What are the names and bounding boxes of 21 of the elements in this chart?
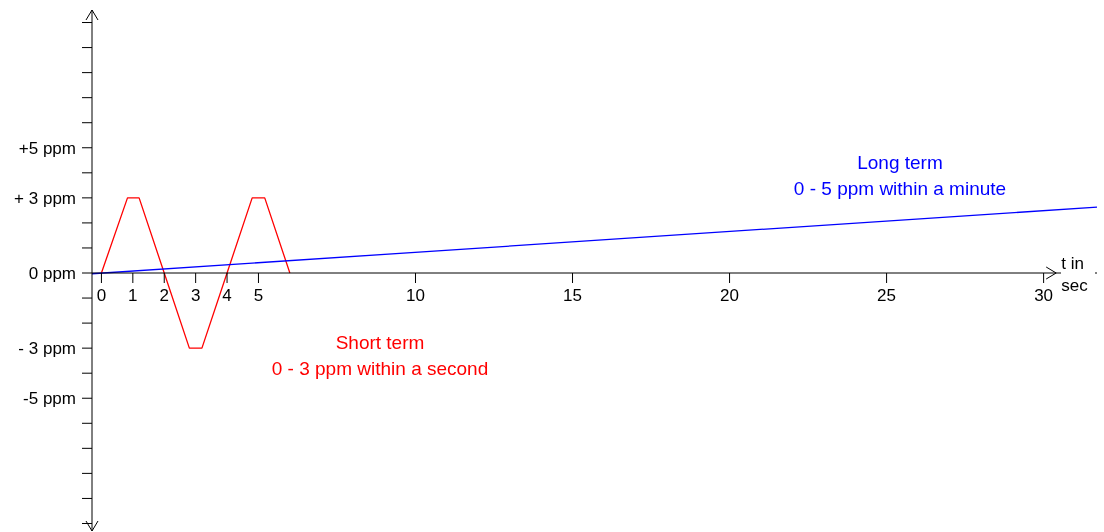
x-tick-label: 1	[128, 286, 138, 305]
x-tick-label: 20	[720, 286, 740, 305]
text: Short term	[334, 331, 426, 355]
x-tick-label: 25	[877, 286, 897, 305]
y-tick-label: 0 ppm	[28, 264, 76, 284]
y-tick-label: +5 ppm	[18, 138, 76, 158]
x-tick-label: 10	[406, 286, 425, 305]
annotation: 0 - 5 ppm within a minute	[792, 177, 1008, 201]
text: Long term	[856, 151, 944, 175]
annotation: 0 - 3 ppm within a second	[270, 357, 490, 381]
x-tick-label: 15	[563, 286, 582, 305]
y-tick-label: -5 ppm	[23, 389, 76, 409]
y-tick-label: - 3 ppm	[18, 339, 76, 359]
x-tick-label: 3	[190, 286, 201, 305]
x-tick-label: 2	[159, 286, 169, 305]
x-tick-label: 0	[96, 286, 107, 305]
x-tick-label: 5	[253, 286, 264, 305]
x-tick-label: 4	[222, 286, 232, 305]
x-tick-label: 30	[1034, 286, 1054, 305]
y-tick-label: + 3 ppm	[14, 188, 76, 208]
x-axis-title: t in sec	[1061, 253, 1096, 297]
